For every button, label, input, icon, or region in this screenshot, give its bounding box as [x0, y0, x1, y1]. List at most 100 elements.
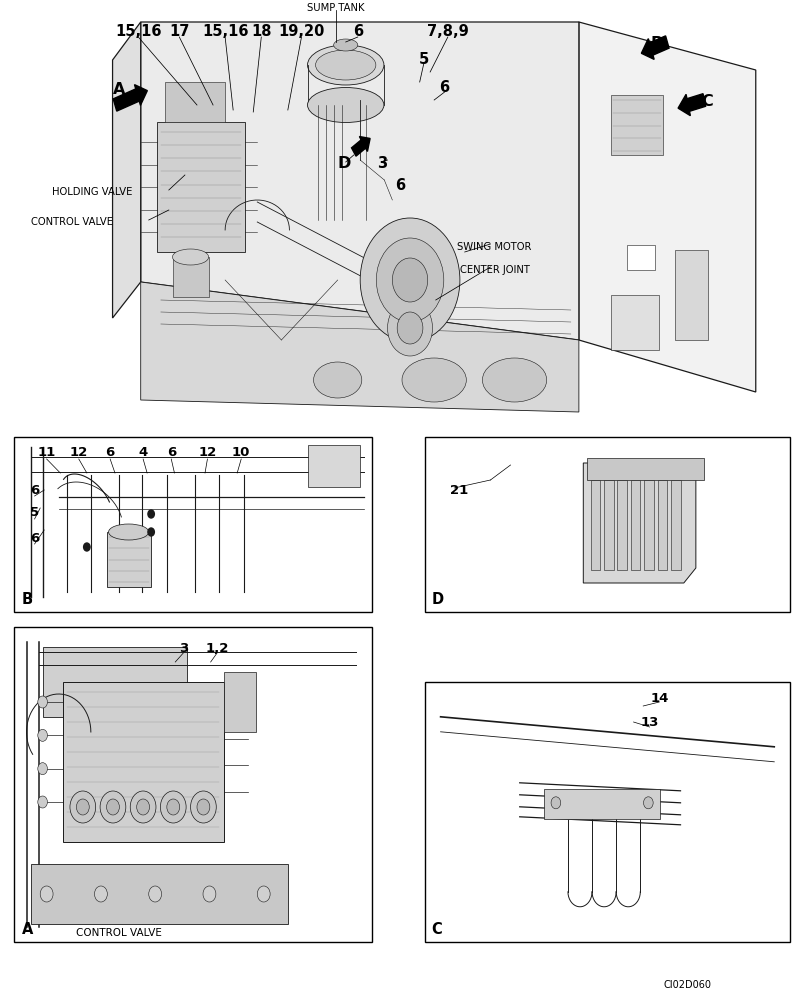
Circle shape: [148, 510, 154, 518]
Text: D: D: [431, 592, 443, 607]
Text: 6: 6: [395, 178, 405, 192]
Text: 1,2: 1,2: [205, 642, 229, 654]
Circle shape: [376, 238, 443, 322]
Text: CONTROL VALVE: CONTROL VALVE: [76, 928, 161, 938]
Circle shape: [38, 763, 47, 775]
Text: 12: 12: [70, 446, 88, 460]
Text: 6: 6: [439, 80, 449, 95]
Text: CONTROL VALVE: CONTROL VALVE: [31, 217, 113, 227]
Text: CENTER JOINT: CENTER JOINT: [459, 265, 528, 275]
Text: D: D: [337, 156, 350, 172]
Bar: [630, 480, 640, 570]
Bar: [157, 122, 245, 252]
Bar: [43, 647, 187, 717]
Circle shape: [106, 799, 120, 815]
Bar: [165, 82, 225, 122]
Text: 7,8,9: 7,8,9: [426, 24, 468, 39]
Circle shape: [76, 799, 89, 815]
Bar: [424, 437, 789, 612]
Text: A: A: [22, 922, 33, 937]
Text: 6: 6: [353, 24, 362, 39]
Text: SUMP TANK: SUMP TANK: [307, 3, 365, 13]
Circle shape: [257, 886, 270, 902]
Ellipse shape: [172, 249, 209, 265]
Text: 15,16: 15,16: [202, 24, 248, 39]
Circle shape: [160, 791, 186, 823]
Bar: [14, 437, 372, 612]
Circle shape: [167, 799, 179, 815]
Circle shape: [40, 886, 53, 902]
Polygon shape: [583, 463, 695, 583]
Text: C: C: [431, 922, 442, 937]
Text: SWING MOTOR: SWING MOTOR: [457, 242, 531, 252]
Bar: [657, 480, 666, 570]
Text: B: B: [22, 592, 33, 607]
Ellipse shape: [482, 358, 546, 402]
Ellipse shape: [333, 39, 357, 51]
Bar: [31, 864, 287, 924]
Circle shape: [100, 791, 126, 823]
Bar: [675, 250, 707, 340]
Ellipse shape: [316, 50, 376, 80]
Circle shape: [360, 218, 459, 342]
Text: 21: 21: [450, 484, 468, 496]
Text: B: B: [650, 36, 662, 51]
Bar: [626, 245, 654, 270]
Text: 6: 6: [30, 532, 39, 544]
Text: HOLDING VALVE: HOLDING VALVE: [52, 187, 132, 197]
Text: 3: 3: [377, 156, 386, 172]
Text: 5: 5: [418, 52, 428, 68]
Text: A: A: [112, 83, 125, 98]
Ellipse shape: [307, 88, 384, 122]
Ellipse shape: [108, 524, 149, 540]
Bar: [223, 672, 255, 732]
Circle shape: [38, 796, 47, 808]
Circle shape: [38, 696, 47, 708]
Circle shape: [392, 258, 427, 302]
Text: 6: 6: [105, 446, 115, 460]
Polygon shape: [141, 282, 578, 412]
Polygon shape: [578, 22, 755, 392]
Text: 3: 3: [178, 642, 188, 654]
Bar: [670, 480, 679, 570]
Bar: [643, 480, 653, 570]
Circle shape: [550, 797, 560, 809]
Circle shape: [190, 791, 216, 823]
Bar: [603, 480, 613, 570]
Circle shape: [137, 799, 149, 815]
Text: C: C: [701, 95, 712, 109]
Circle shape: [38, 729, 47, 741]
Text: 15,16: 15,16: [115, 24, 161, 39]
Bar: [424, 682, 789, 942]
FancyArrow shape: [351, 137, 369, 156]
Circle shape: [202, 886, 215, 902]
Bar: [107, 532, 151, 587]
Text: 18: 18: [251, 24, 271, 39]
FancyArrow shape: [113, 85, 147, 111]
Circle shape: [95, 886, 108, 902]
Bar: [308, 445, 360, 487]
Text: CI02D060: CI02D060: [662, 980, 711, 990]
Text: 10: 10: [232, 446, 250, 460]
Bar: [14, 627, 372, 942]
Circle shape: [397, 312, 422, 344]
Text: 14: 14: [650, 692, 667, 704]
Text: 6: 6: [30, 484, 39, 496]
Ellipse shape: [402, 358, 466, 402]
Text: 6: 6: [166, 446, 176, 460]
Text: 12: 12: [198, 446, 216, 460]
FancyArrow shape: [677, 94, 705, 116]
Circle shape: [70, 791, 96, 823]
Text: 19,20: 19,20: [278, 24, 324, 39]
Ellipse shape: [313, 362, 361, 398]
Circle shape: [84, 543, 90, 551]
Bar: [63, 682, 223, 842]
Ellipse shape: [307, 45, 384, 85]
Circle shape: [130, 791, 156, 823]
Text: 5: 5: [30, 506, 39, 520]
Polygon shape: [112, 22, 141, 318]
Circle shape: [148, 528, 154, 536]
Bar: [617, 480, 626, 570]
Bar: [173, 257, 209, 297]
Polygon shape: [141, 22, 578, 340]
